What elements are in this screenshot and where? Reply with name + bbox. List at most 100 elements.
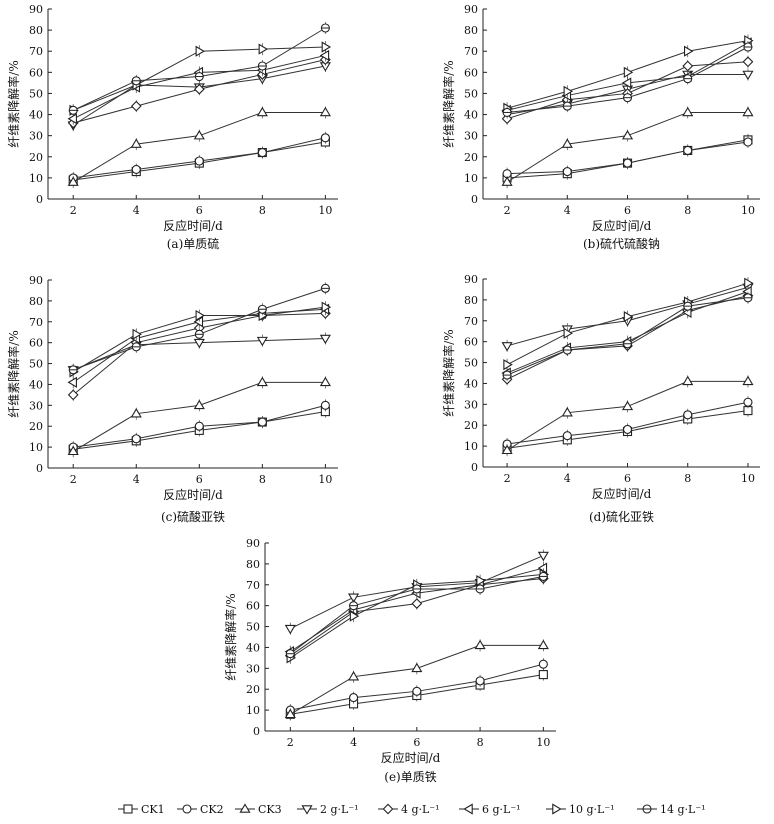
y-tick-label: 60 [464,336,478,349]
data-point [257,304,267,314]
series-7 [503,277,754,371]
y-axis-label: 纤维素降解率/% [223,593,238,680]
data-point [621,129,634,140]
x-axis-label: 反应时间/d [381,750,441,765]
series-5 [67,53,331,129]
y-tick-label: 70 [464,315,478,328]
data-point [131,164,141,174]
x-axis-label: 反应时间/d [592,218,652,233]
data-point [193,399,205,410]
data-point [538,659,548,669]
data-point [742,56,754,68]
data-point [412,686,422,696]
x-tick-label: 6 [196,204,203,217]
series-line [290,644,544,715]
legend-marker [182,804,192,814]
data-point [622,93,633,103]
x-tick-label: 2 [504,204,511,217]
series-line [506,291,749,374]
legend-label: 14 g·L⁻¹ [660,803,706,816]
y-axis-label: 纤维素降解率/% [6,330,21,417]
y-tick-label: 90 [29,3,43,16]
y-axis-label: 纤维素降解率/% [441,329,456,416]
x-tick-label: 6 [624,472,631,485]
data-point [194,329,204,339]
x-axis-label: 反应时间/d [163,487,223,502]
series-8 [68,22,330,117]
legend-marker [463,803,473,815]
y-tick-label: 10 [29,172,43,185]
series-3 [67,106,331,189]
series-line [72,111,326,183]
data-point [475,676,485,686]
y-tick-label: 30 [246,662,260,675]
series-7 [286,568,550,664]
data-point [502,370,512,380]
x-axis-label: 反应时间/d [163,218,223,233]
chart-b: 0 10 20 30 40 50 60 70 80 90 2 4 6 8 10 反应时间/d 纤维素降解率/% (… [441,3,760,251]
x-tick-label: 8 [259,473,266,486]
x-tick-label: 8 [684,204,691,217]
y-tick-label: 60 [29,337,43,350]
y-tick-label: 90 [246,537,260,550]
data-point [67,389,79,401]
chart-e: 0 10 20 30 40 50 60 70 80 90 2 4 6 8 10 反应时间/d 纤维素降解率/% (… [223,537,556,784]
data-point [131,76,141,86]
series-3 [67,376,331,458]
data-point [537,639,549,650]
x-tick-label: 4 [350,736,357,749]
x-tick-label: 8 [684,472,691,485]
data-point [256,106,268,117]
x-tick-label: 4 [564,472,571,485]
data-point [194,421,204,431]
data-point [319,106,331,117]
data-point [349,601,359,611]
y-tick-label: 20 [246,683,260,696]
data-point [476,575,486,587]
data-point [67,176,79,186]
legend-entry: CK3 [235,803,282,816]
y-tick-label: 30 [464,130,478,143]
data-point [130,100,142,112]
data-point [503,359,513,371]
legend: CK1 CK2 CK3 2 g·L⁻¹ 4 g·L⁻¹ 6 g·L⁻¹ 10 g·L⁻¹ 14… [118,803,706,816]
chart-caption: (b)硫代硫酸钠 [583,236,660,251]
x-tick-label: 10 [741,472,755,485]
chart-a: 0 10 20 30 40 50 60 70 80 90 2 4 6 8 10 反应时间/d 纤维素降解率/% (… [6,3,338,251]
data-point [320,283,330,293]
series-6 [284,562,548,658]
legend-label: CK1 [141,803,165,816]
y-tick-label: 70 [246,579,260,592]
x-tick-label: 4 [564,204,571,217]
data-point [562,431,572,441]
legend-entry: 10 g·L⁻¹ [546,803,615,816]
data-point [320,133,330,143]
y-tick-label: 0 [36,193,43,206]
x-tick-label: 2 [70,473,77,486]
series-3 [501,106,754,189]
data-point [562,167,572,177]
legend-marker [642,804,652,814]
data-point [257,148,267,158]
data-point [682,106,694,117]
data-point [562,345,572,355]
x-axis-label: 反应时间/d [592,486,652,501]
data-point [320,23,330,33]
y-tick-label: 80 [464,294,478,307]
data-point [501,113,513,125]
x-tick-label: 6 [413,736,420,749]
legend-entry: CK2 [177,803,224,816]
x-tick-label: 10 [536,736,550,749]
data-point [474,639,486,650]
series-8 [68,282,330,376]
legend-marker [301,805,313,815]
series-3 [284,639,549,721]
data-point [501,444,513,455]
series-3 [501,375,754,457]
series-6 [501,285,752,379]
data-point [130,408,142,418]
data-point [623,66,634,78]
data-point [132,328,142,340]
x-tick-label: 8 [477,736,484,749]
y-tick-label: 90 [29,274,43,287]
